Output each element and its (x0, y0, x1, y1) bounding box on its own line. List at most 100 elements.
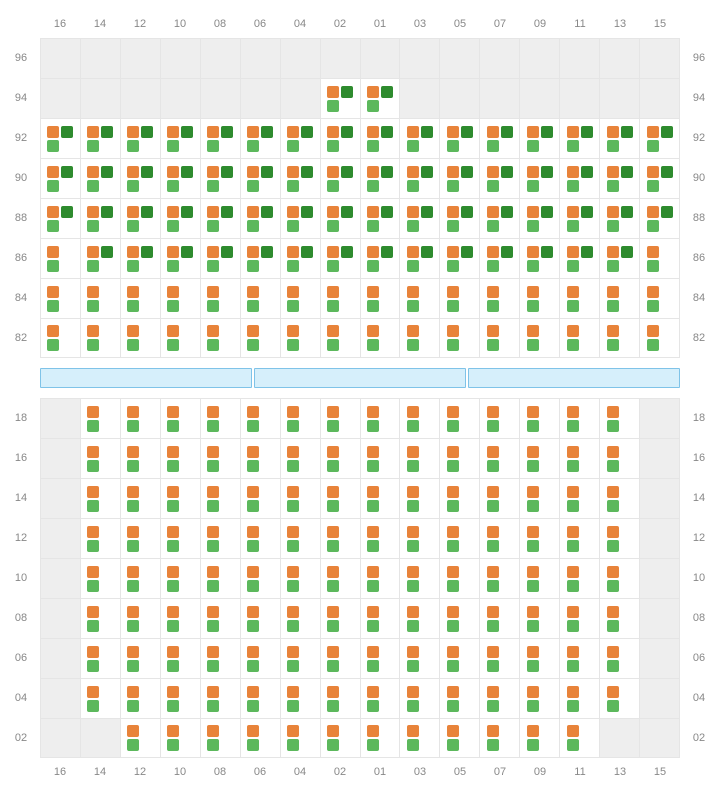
seat-marker[interactable] (327, 686, 353, 712)
grid-cell[interactable] (320, 519, 360, 558)
seat-marker[interactable] (527, 446, 553, 472)
seat-marker[interactable] (327, 486, 353, 512)
seat-marker[interactable] (407, 126, 433, 152)
grid-cell[interactable] (479, 519, 519, 558)
seat-marker[interactable] (87, 606, 113, 632)
seat-marker[interactable] (207, 646, 233, 672)
grid-cell[interactable] (599, 479, 639, 518)
seat-marker[interactable] (167, 486, 193, 512)
grid-cell[interactable] (320, 319, 360, 357)
seat-marker[interactable] (247, 406, 273, 432)
seat-marker[interactable] (407, 406, 433, 432)
grid-cell[interactable] (479, 599, 519, 638)
seat-marker[interactable] (447, 166, 473, 192)
seat-marker[interactable] (247, 606, 273, 632)
grid-cell[interactable] (479, 399, 519, 438)
seat-marker[interactable] (87, 286, 113, 312)
seat-marker[interactable] (367, 526, 393, 552)
grid-cell[interactable] (200, 599, 240, 638)
grid-cell[interactable] (559, 279, 599, 318)
grid-cell[interactable] (479, 679, 519, 718)
seat-marker[interactable] (447, 686, 473, 712)
seat-marker[interactable] (367, 406, 393, 432)
grid-cell[interactable] (160, 199, 200, 238)
grid-cell[interactable] (399, 679, 439, 718)
seat-marker[interactable] (87, 126, 113, 152)
grid-cell[interactable] (399, 319, 439, 357)
seat-marker[interactable] (127, 486, 153, 512)
grid-cell[interactable] (40, 119, 80, 158)
seat-marker[interactable] (167, 166, 193, 192)
seat-marker[interactable] (607, 166, 633, 192)
seat-marker[interactable] (207, 246, 233, 272)
grid-cell[interactable] (519, 199, 559, 238)
grid-cell[interactable] (559, 679, 599, 718)
seat-marker[interactable] (607, 126, 633, 152)
seat-marker[interactable] (527, 325, 553, 351)
seat-marker[interactable] (487, 486, 513, 512)
grid-cell[interactable] (240, 439, 280, 478)
seat-marker[interactable] (47, 166, 73, 192)
seat-marker[interactable] (407, 486, 433, 512)
grid-cell[interactable] (519, 399, 559, 438)
grid-cell[interactable] (639, 239, 680, 278)
grid-cell[interactable] (200, 439, 240, 478)
seat-marker[interactable] (287, 686, 313, 712)
grid-cell[interactable] (160, 319, 200, 357)
grid-cell[interactable] (519, 559, 559, 598)
seat-marker[interactable] (567, 406, 593, 432)
seat-marker[interactable] (647, 126, 673, 152)
seat-marker[interactable] (247, 286, 273, 312)
grid-cell[interactable] (120, 719, 160, 757)
seat-marker[interactable] (87, 486, 113, 512)
seat-marker[interactable] (487, 246, 513, 272)
grid-cell[interactable] (360, 639, 400, 678)
seat-marker[interactable] (487, 446, 513, 472)
grid-cell[interactable] (200, 679, 240, 718)
grid-cell[interactable] (439, 719, 479, 757)
grid-cell[interactable] (479, 639, 519, 678)
seat-marker[interactable] (47, 126, 73, 152)
grid-cell[interactable] (479, 559, 519, 598)
grid-cell[interactable] (639, 279, 680, 318)
grid-cell[interactable] (519, 439, 559, 478)
grid-cell[interactable] (120, 399, 160, 438)
seat-marker[interactable] (287, 206, 313, 232)
grid-cell[interactable] (399, 479, 439, 518)
seat-marker[interactable] (327, 446, 353, 472)
grid-cell[interactable] (280, 399, 320, 438)
grid-cell[interactable] (240, 719, 280, 757)
seat-marker[interactable] (287, 286, 313, 312)
grid-cell[interactable] (320, 719, 360, 757)
seat-marker[interactable] (567, 166, 593, 192)
grid-cell[interactable] (200, 159, 240, 198)
seat-marker[interactable] (127, 246, 153, 272)
seat-marker[interactable] (327, 286, 353, 312)
grid-cell[interactable] (559, 319, 599, 357)
seat-marker[interactable] (527, 206, 553, 232)
grid-cell[interactable] (360, 79, 400, 118)
seat-marker[interactable] (607, 526, 633, 552)
seat-marker[interactable] (167, 325, 193, 351)
grid-cell[interactable] (399, 639, 439, 678)
grid-cell[interactable] (160, 679, 200, 718)
seat-marker[interactable] (527, 286, 553, 312)
grid-cell[interactable] (360, 279, 400, 318)
grid-cell[interactable] (80, 239, 120, 278)
grid-cell[interactable] (80, 319, 120, 357)
grid-cell[interactable] (479, 439, 519, 478)
seat-marker[interactable] (527, 126, 553, 152)
grid-cell[interactable] (120, 159, 160, 198)
grid-cell[interactable] (280, 239, 320, 278)
grid-cell[interactable] (559, 719, 599, 757)
grid-cell[interactable] (40, 199, 80, 238)
grid-cell[interactable] (360, 439, 400, 478)
seat-marker[interactable] (567, 526, 593, 552)
seat-marker[interactable] (167, 446, 193, 472)
grid-cell[interactable] (120, 479, 160, 518)
seat-marker[interactable] (327, 206, 353, 232)
grid-cell[interactable] (120, 599, 160, 638)
grid-cell[interactable] (240, 679, 280, 718)
grid-cell[interactable] (519, 159, 559, 198)
grid-cell[interactable] (240, 279, 280, 318)
